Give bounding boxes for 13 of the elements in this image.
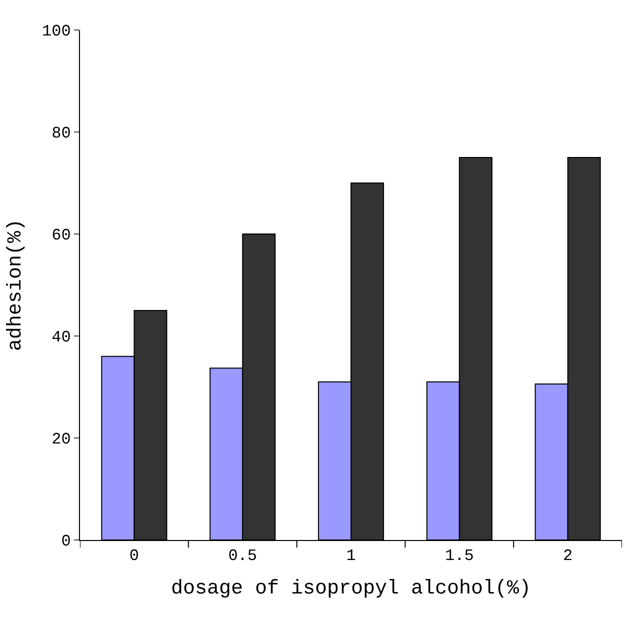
y-axis-title: adhesion(%) [4,218,28,352]
x-axis-title: dosage of isopropyl alcohol(%) [170,578,532,601]
x-tick-label: 0 [129,547,140,566]
x-tick-label: 1 [346,547,356,566]
y-tick-label: 100 [42,22,71,41]
y-tick-label: 20 [52,430,71,449]
x-tick-label: 0.5 [228,547,258,566]
x-tick-label: 1.5 [444,547,474,566]
y-tick-label: 0 [61,532,71,551]
y-tick-label: 60 [52,226,71,245]
y-tick-label: 80 [52,124,71,143]
y-tick-label: 40 [52,328,71,347]
x-tick-label: 2 [562,547,573,566]
